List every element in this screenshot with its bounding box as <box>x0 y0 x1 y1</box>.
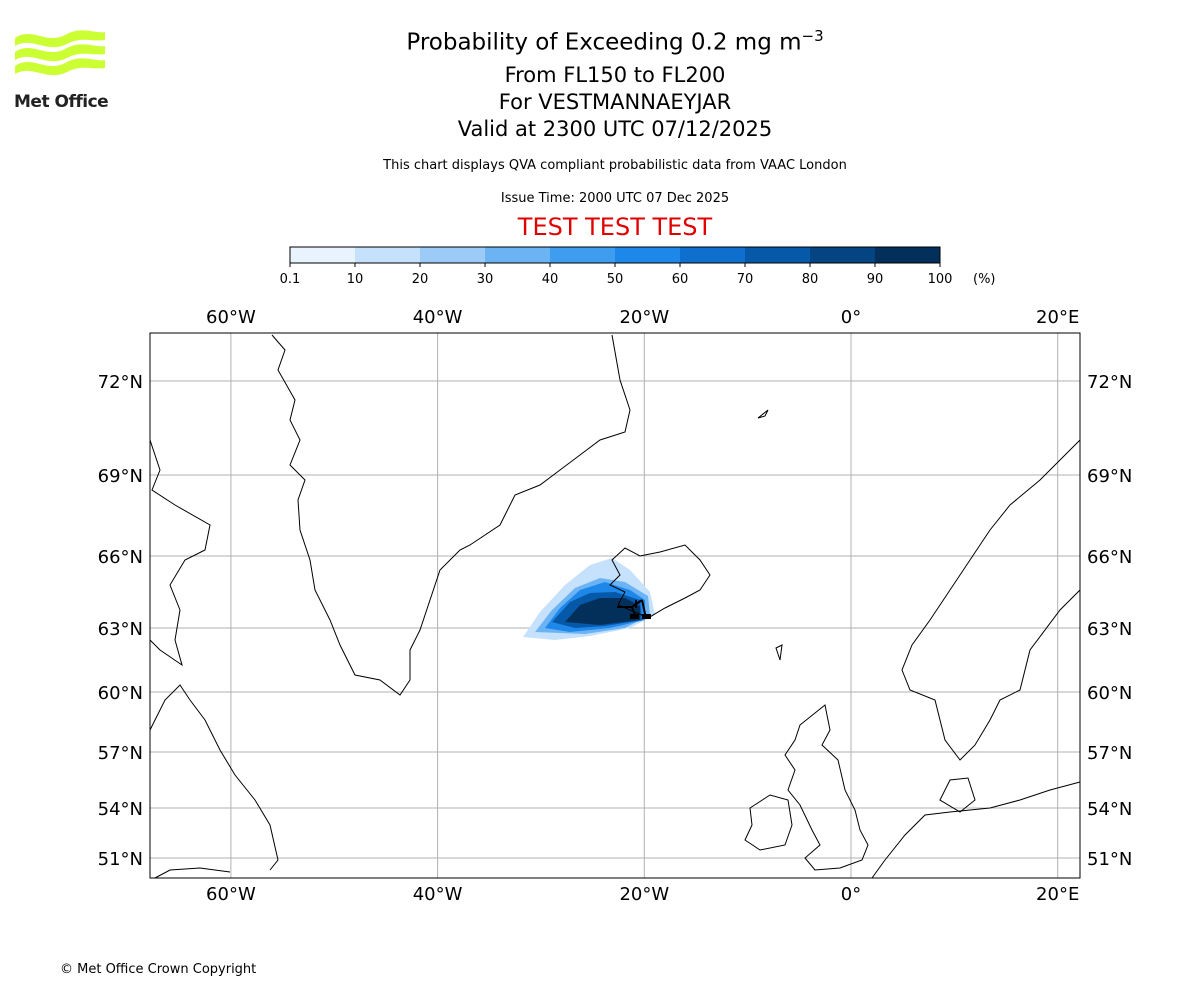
colorbar-segment <box>485 247 551 263</box>
title-exponent: −3 <box>801 27 824 45</box>
baffin-coast <box>149 439 211 667</box>
faroe-coast <box>775 644 783 661</box>
denmark-coast <box>939 777 976 813</box>
colorbar-tick-label: 50 <box>607 272 624 287</box>
longitude-label: 20°W <box>619 307 669 328</box>
latitude-label: 72°N <box>1087 372 1132 393</box>
latitude-label: 63°N <box>1087 619 1132 640</box>
copyright: © Met Office Crown Copyright <box>60 962 257 977</box>
volcano-marker <box>617 599 651 619</box>
latitude-label: 57°N <box>1087 743 1132 764</box>
location: For VESTMANNAEYJAR <box>498 90 732 114</box>
test-banner: TEST TEST TEST <box>517 213 713 241</box>
latitude-label: 54°N <box>98 799 143 820</box>
colorbar-tick-label: 0.1 <box>280 272 301 287</box>
colorbar-tick-label: 90 <box>867 272 884 287</box>
colorbar-segment <box>680 247 746 263</box>
colorbar-segment <box>615 247 681 263</box>
flight-levels: From FL150 to FL200 <box>504 63 726 87</box>
ash-probability-plume <box>523 558 655 640</box>
iceland-coast <box>609 544 711 619</box>
longitude-label: 0° <box>841 307 861 328</box>
scotland-england-coast <box>784 704 869 871</box>
scandinavia-coast <box>901 439 1081 761</box>
colorbar-segment <box>550 247 616 263</box>
issue-time: Issue Time: 2000 UTC 07 Dec 2025 <box>500 191 730 206</box>
greenland-coast <box>271 334 631 696</box>
latitude-label: 69°N <box>98 466 143 487</box>
logo-text: Met Office <box>14 92 109 112</box>
latitude-label: 66°N <box>98 547 143 568</box>
latitude-label: 72°N <box>98 372 143 393</box>
colorbar-tick-label: 30 <box>477 272 494 287</box>
colorbar-segment <box>810 247 876 263</box>
longitude-label: 20°E <box>1036 884 1079 905</box>
newfoundland-coast <box>154 867 231 879</box>
jan-mayen-coast <box>757 409 769 419</box>
colorbar-tick-label: 70 <box>737 272 754 287</box>
longitude-label: 40°W <box>413 307 463 328</box>
longitude-label: 40°W <box>413 884 463 905</box>
longitude-label: 60°W <box>206 884 256 905</box>
longitude-label: 20°E <box>1036 307 1079 328</box>
europe-coast <box>871 781 1081 879</box>
colorbar-tick-label: 10 <box>347 272 364 287</box>
colorbar-unit: (%) <box>973 272 996 287</box>
longitude-label: 20°W <box>619 884 669 905</box>
colorbar-segment <box>420 247 486 263</box>
data-note: This chart displays QVA compliant probab… <box>383 158 847 173</box>
latitude-label: 66°N <box>1087 547 1132 568</box>
colorbar-segment <box>290 247 356 263</box>
colorbar: 0.1 10 20 30 40 50 60 70 80 90 100 <box>280 246 953 287</box>
colorbar-tick-label: 20 <box>412 272 429 287</box>
latitude-label: 63°N <box>98 619 143 640</box>
latitude-label: 60°N <box>98 683 143 704</box>
ireland-coast <box>744 794 793 851</box>
colorbar-tick-label: 40 <box>542 272 559 287</box>
latitude-label: 51°N <box>1087 849 1132 870</box>
colorbar-tick-label: 80 <box>802 272 819 287</box>
colorbar-segment <box>875 247 941 263</box>
colorbar-tick-label: 60 <box>672 272 689 287</box>
latitude-label: 54°N <box>1087 799 1132 820</box>
valid-time: Valid at 2300 UTC 07/12/2025 <box>457 117 773 141</box>
latitude-label: 69°N <box>1087 466 1132 487</box>
labrador-coast <box>149 684 279 871</box>
map-frame <box>149 332 1081 879</box>
plume-90-100 <box>565 598 640 625</box>
met-office-logo <box>12 28 112 118</box>
chart-title: Probability of Exceeding 0.2 mg m−3 <box>0 27 1200 56</box>
title-text: Probability of Exceeding 0.2 mg m <box>406 29 802 56</box>
axis-labels: 60°W 60°W 40°W 40°W 20°W 20°W 0° 0° 20°E 20°E 72°N… <box>98 307 1133 905</box>
latitude-label: 60°N <box>1087 683 1132 704</box>
latitude-label: 57°N <box>98 743 143 764</box>
latitude-label: 51°N <box>98 849 143 870</box>
gridlines <box>150 333 1080 878</box>
longitude-label: 0° <box>841 884 861 905</box>
colorbar-segment <box>745 247 811 263</box>
coastlines <box>149 334 1081 879</box>
colorbar-tick-label: 100 <box>928 272 953 287</box>
longitude-label: 60°W <box>206 307 256 328</box>
colorbar-segment <box>355 247 421 263</box>
